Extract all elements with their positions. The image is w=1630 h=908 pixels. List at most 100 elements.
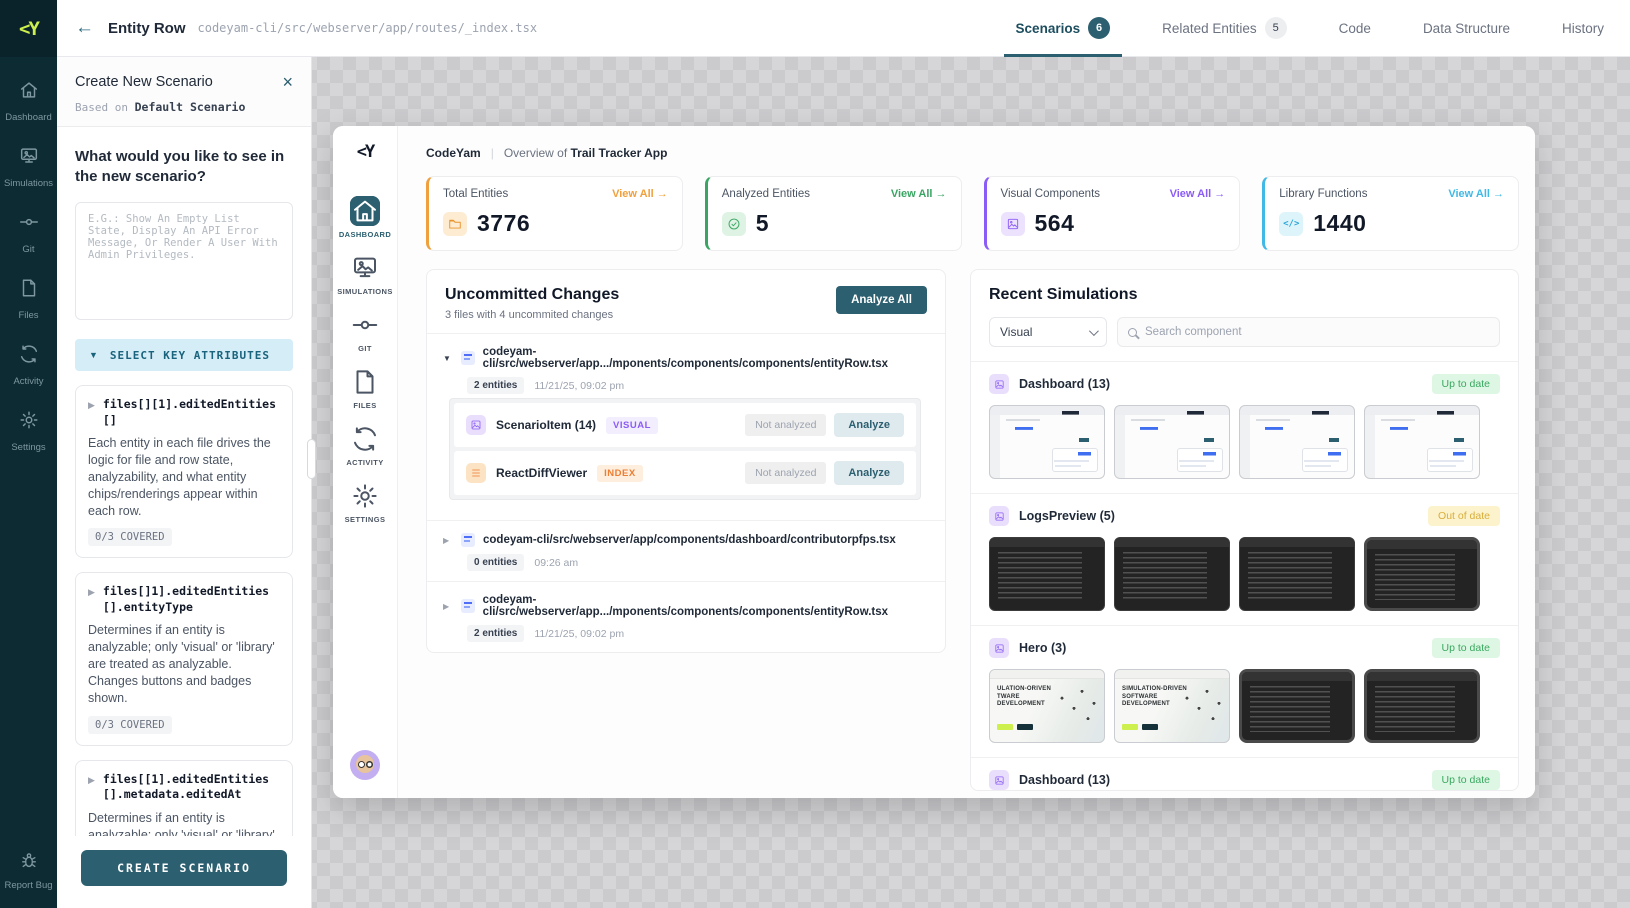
simulation-thumbnail[interactable] [989, 537, 1105, 611]
view-all-link[interactable]: View All → [1448, 188, 1504, 200]
file-row[interactable]: ▼ codeyam-cli/src/webserver/app.../mpone… [427, 334, 945, 520]
list-icon [466, 463, 486, 483]
preview-nav-activity[interactable]: ACTIVITY [346, 424, 383, 467]
simulation-thumbnail[interactable] [1239, 537, 1355, 611]
tab-history[interactable]: History [1561, 20, 1604, 36]
entity-row[interactable]: ScenarioItem (14) VISUAL Not analyzed An… [454, 403, 916, 447]
simulation-thumbnail[interactable] [1239, 669, 1355, 743]
caret-down-icon[interactable]: ▼ [443, 353, 451, 363]
chevron-down-icon: ▼ [89, 350, 98, 360]
caret-right-icon[interactable]: ▶ [443, 535, 450, 545]
create-scenario-button[interactable]: CREATE SCENARIO [81, 850, 287, 886]
image-icon [989, 638, 1009, 658]
caret-right-icon[interactable]: ▶ [443, 601, 450, 611]
image-icon [989, 506, 1009, 526]
sidebar-item-files[interactable]: Files [0, 277, 57, 321]
create-scenario-panel: Create New Scenario × Based on Default S… [57, 57, 312, 908]
close-icon[interactable]: × [282, 72, 293, 92]
timestamp: 11/21/25, 09:02 pm [534, 379, 625, 392]
sidebar-item-activity[interactable]: Activity [0, 343, 57, 387]
based-on-row: Based on Default Scenario [75, 100, 246, 114]
tab-code[interactable]: Code [1338, 20, 1371, 36]
timestamp: 09:26 am [534, 556, 579, 569]
search-component-input[interactable] [1145, 326, 1489, 338]
sidebar-item-simulations[interactable]: Simulations [0, 145, 57, 189]
document-icon [460, 599, 475, 613]
entity-type-badge: VISUAL [606, 416, 658, 434]
analyze-all-button[interactable]: Analyze All [836, 286, 927, 314]
simulation-thumbnail[interactable] [1364, 405, 1480, 479]
preview-nav-dashboard[interactable]: DASHBOARD [339, 196, 391, 239]
simulation-thumbnail[interactable] [1364, 669, 1480, 743]
based-on-scenario: Default Scenario [134, 100, 246, 114]
codeyam-logo[interactable]: <Y [0, 0, 57, 57]
recent-simulations-card: Recent Simulations Visual [970, 269, 1519, 791]
stat-library-functions: Library Functions View All → </> 1440 [1262, 176, 1519, 251]
simulation-group: Hero (3) Up to date ULATION-ORIVEN TWARE… [971, 625, 1518, 757]
attribute-card[interactable]: ▶ files[[1].editedEntities[].metadata.ed… [75, 759, 293, 836]
document-icon [460, 351, 475, 365]
tab-related-entities[interactable]: Related Entities 5 [1136, 0, 1313, 57]
file-row[interactable]: ▶ codeyam-cli/src/webserver/app.../mpone… [427, 581, 945, 652]
panel-header: Create New Scenario × Based on Default S… [57, 57, 311, 127]
user-avatar[interactable] [350, 750, 380, 780]
preview-nav-git[interactable]: GIT [350, 310, 380, 353]
analyze-button[interactable]: Analyze [834, 461, 904, 485]
entity-row[interactable]: ReactDiffViewer INDEX Not analyzed Analy… [454, 451, 916, 495]
simulations-icon [350, 253, 380, 283]
uncommitted-changes-card: Uncommitted Changes 3 files with 4 uncom… [426, 269, 946, 653]
tab-data-structure[interactable]: Data Structure [1422, 20, 1510, 36]
attribute-card[interactable]: ▶ files[][1].editedEntities[] Each entit… [75, 385, 293, 559]
sidebar-item-git[interactable]: Git [0, 211, 57, 255]
panel-body: What would you like to see in the new sc… [57, 127, 311, 836]
back-arrow-button[interactable]: ← [75, 17, 94, 38]
app-preview-window: <Y DASHBOARD SIMULATIONS GIT FILES [333, 126, 1535, 798]
workspace-background: Create New Scenario × Based on Default S… [57, 57, 1630, 908]
simulation-thumbnail[interactable] [1364, 537, 1480, 611]
simulation-thumbnail[interactable] [1114, 405, 1230, 479]
preview-sidebar: <Y DASHBOARD SIMULATIONS GIT FILES [333, 126, 398, 798]
attribute-card[interactable]: ▶ files[]1].editedEntities[].entityType … [75, 572, 293, 746]
simulation-thumbnail[interactable] [1114, 537, 1230, 611]
preview-nav-files[interactable]: FILES [350, 367, 380, 410]
file-row[interactable]: ▶ codeyam-cli/src/webserver/app/componen… [427, 520, 945, 581]
status-badge: Out of date [1428, 506, 1500, 526]
preview-logo[interactable]: <Y [356, 142, 376, 162]
image-icon [466, 415, 486, 435]
git-icon [350, 310, 380, 340]
scenario-description-input[interactable] [75, 202, 293, 320]
tab-scenarios[interactable]: Scenarios 6 [990, 0, 1137, 57]
check-circle-icon [721, 211, 746, 236]
constellation-graphic [1058, 688, 1098, 722]
simulation-thumbnail[interactable] [989, 405, 1105, 479]
entity-type-badge: INDEX [597, 464, 643, 482]
bug-icon [19, 851, 39, 876]
app-name: Trail Tracker App [570, 146, 668, 160]
preview-nav-simulations[interactable]: SIMULATIONS [337, 253, 393, 296]
chevron-right-icon: ▶ [88, 774, 95, 785]
analyze-button[interactable]: Analyze [834, 413, 904, 437]
panel-resize-handle[interactable] [307, 439, 316, 479]
type-filter-select[interactable]: Visual [989, 317, 1107, 347]
home-icon [349, 196, 380, 226]
view-all-link[interactable]: View All → [612, 188, 668, 200]
sidebar-item-settings[interactable]: Settings [0, 409, 57, 453]
preview-nav-settings[interactable]: SETTINGS [345, 481, 386, 524]
simulation-thumbnail[interactable]: ULATION-ORIVEN TWARE DEVELOPMENT [989, 669, 1105, 743]
view-all-link[interactable]: View All → [1169, 188, 1226, 200]
simulation-group: Dashboard (13) Up to date [971, 361, 1518, 493]
sidebar-item-dashboard[interactable]: Dashboard [0, 79, 57, 123]
search-input-wrap [1117, 317, 1500, 347]
timestamp: 11/21/25, 09:02 pm [534, 627, 625, 640]
simulation-thumbnail[interactable]: SIMULATION-DRIVEN SOFTWARE DEVELOPMENT [1114, 669, 1230, 743]
report-bug-button[interactable]: Report Bug [4, 851, 53, 892]
view-all-link[interactable]: View All → [890, 188, 947, 200]
file-icon [18, 277, 40, 304]
select-key-attributes-button[interactable]: ▼ SELECT KEY ATTRIBUTES [75, 339, 293, 371]
home-icon [18, 79, 40, 106]
simulation-thumbnail[interactable] [1239, 405, 1355, 479]
coverage-badge: 0/3 COVERED [88, 715, 172, 734]
image-icon [989, 770, 1009, 790]
stats-row: Total Entities View All → 3776 Analyzed … [426, 176, 1519, 251]
